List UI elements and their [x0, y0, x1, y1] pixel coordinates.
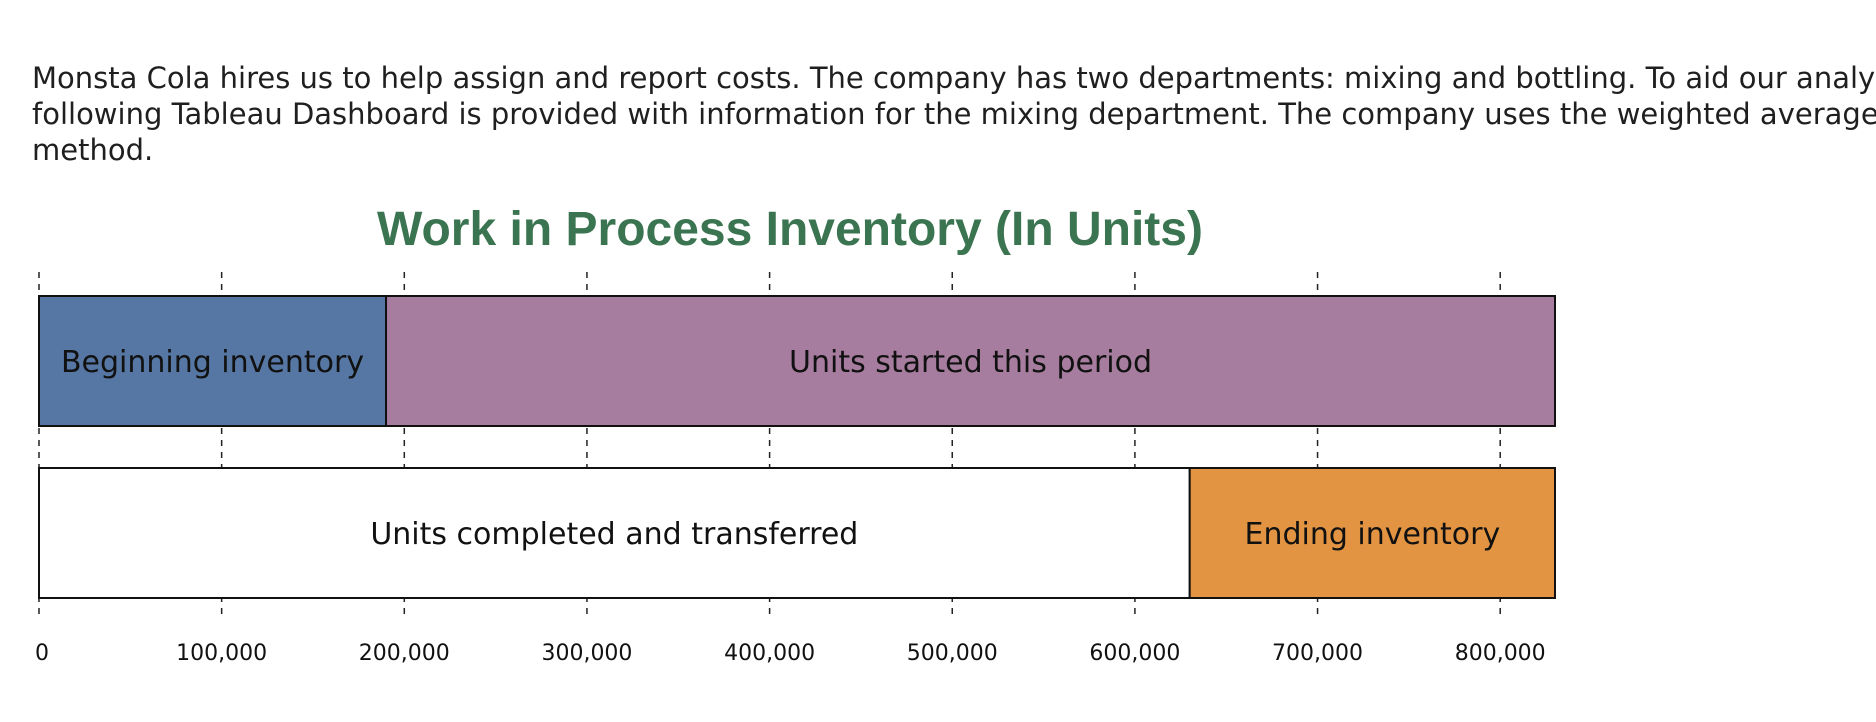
wip-inventory-chart: Work in Process Inventory (In Units) Beg…	[35, 203, 1557, 666]
bar-0-segment-0	[38, 295, 388, 427]
tick-label-5: 500,000	[907, 641, 998, 666]
x-axis-ticks: 0 100,000 200,000 300,000 400,000 500,000 600,…	[35, 641, 1546, 666]
bar-1-segment-0-label: Units completed and transferred	[370, 517, 858, 552]
bar-1-segment-1-label: Ending inventory	[1244, 517, 1500, 552]
tick-label-2: 200,000	[359, 641, 450, 666]
chart-title: Work in Process Inventory (In Units)	[377, 203, 1203, 256]
intro-text: Monsta Cola hires us to help assign and …	[32, 60, 1876, 168]
bar-1-segment-1	[1188, 467, 1557, 599]
intro-line-3: method.	[32, 133, 154, 167]
tick-label-0: 0	[35, 641, 49, 666]
tick-label-1: 100,000	[176, 641, 267, 666]
tick-label-4: 400,000	[724, 641, 815, 666]
intro-line-2: following Tableau Dashboard is provided …	[32, 97, 1876, 131]
bar-0-segment-0-label: Beginning inventory	[61, 345, 364, 380]
bar-1-segment-0	[38, 467, 1191, 599]
bar-segments: Beginning inventory Units started this pe…	[38, 295, 1557, 599]
tick-label-6: 600,000	[1089, 641, 1180, 666]
tick-label-8: 800,000	[1455, 641, 1546, 666]
bar-0-segment-1	[385, 295, 1556, 427]
bar-0-segment-1-label: Units started this period	[789, 345, 1152, 380]
tick-label-3: 300,000	[541, 641, 632, 666]
tick-label-7: 700,000	[1272, 641, 1363, 666]
intro-line-1: Monsta Cola hires us to help assign and …	[32, 61, 1876, 95]
